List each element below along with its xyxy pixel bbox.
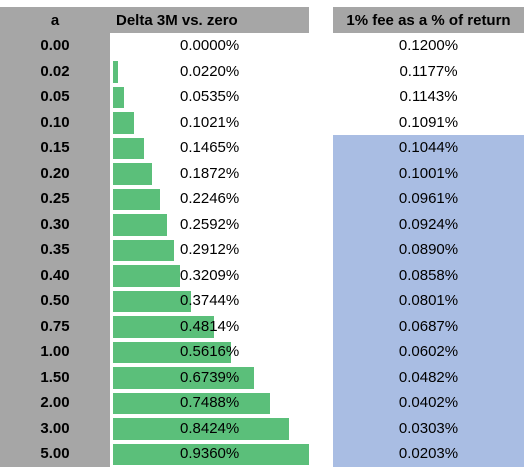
delta-databar: [113, 112, 135, 134]
fee-cell[interactable]: 0.1200%: [398, 37, 459, 55]
a-cell[interactable]: 3.00: [0, 415, 110, 441]
header-a[interactable]: a: [0, 7, 110, 33]
delta-databar: [113, 61, 118, 83]
delta-databar: [113, 214, 168, 236]
fee-cell[interactable]: 0.1044%: [333, 135, 524, 161]
delta-value[interactable]: 0.0000%: [180, 37, 240, 54]
fee-cell[interactable]: 0.0402%: [333, 390, 524, 416]
delta-databar: [113, 367, 255, 389]
a-cell[interactable]: 2.00: [0, 390, 110, 416]
a-cell[interactable]: 1.50: [0, 364, 110, 390]
a-cell[interactable]: 0.10: [0, 109, 110, 135]
a-cell[interactable]: 5.00: [0, 441, 110, 467]
fee-cell[interactable]: 0.1177%: [399, 62, 458, 80]
delta-value[interactable]: 0.6739%: [180, 368, 240, 386]
a-cell[interactable]: 0.05: [0, 84, 110, 110]
delta-value[interactable]: 0.8424%: [180, 419, 240, 437]
delta-databar: [113, 239, 174, 261]
fee-cell[interactable]: 0.0961%: [333, 186, 524, 212]
a-cell[interactable]: 0.75: [0, 313, 110, 339]
fee-cell[interactable]: 0.1143%: [399, 88, 458, 106]
delta-databar: [113, 418, 290, 440]
delta-value[interactable]: 0.2912%: [180, 241, 240, 258]
a-cell[interactable]: 0.40: [0, 262, 110, 288]
a-cell[interactable]: 0.15: [0, 135, 110, 161]
fee-cell[interactable]: 0.0482%: [333, 364, 524, 390]
delta-value[interactable]: 0.3209%: [180, 266, 240, 284]
fee-cell[interactable]: 0.0858%: [333, 262, 524, 288]
delta-value[interactable]: 0.3744%: [180, 292, 240, 309]
a-cell[interactable]: 0.02: [0, 58, 110, 84]
delta-databar: [113, 316, 214, 338]
fee-cell[interactable]: 0.0203%: [333, 441, 524, 467]
a-cell[interactable]: 0.00: [0, 33, 110, 59]
delta-value[interactable]: 0.1465%: [180, 139, 240, 156]
delta-value[interactable]: 0.2592%: [180, 215, 240, 233]
delta-value[interactable]: 0.9360%: [180, 445, 240, 462]
fee-cell[interactable]: 0.1091%: [398, 113, 459, 131]
delta-databar: [113, 265, 181, 287]
delta-value[interactable]: 0.1021%: [180, 113, 240, 131]
a-cell[interactable]: 1.00: [0, 339, 110, 365]
delta-value[interactable]: 0.1872%: [180, 164, 240, 182]
header-delta[interactable]: Delta 3M vs. zero: [110, 7, 309, 33]
a-cell[interactable]: 0.35: [0, 237, 110, 263]
delta-databar: [113, 137, 144, 159]
fee-cell[interactable]: 0.0801%: [333, 288, 524, 314]
delta-value[interactable]: 0.0220%: [180, 62, 240, 80]
delta-value[interactable]: 0.0535%: [180, 88, 240, 105]
a-cell[interactable]: 0.25: [0, 186, 110, 212]
delta-value[interactable]: 0.4814%: [180, 317, 240, 335]
delta-databar: [113, 443, 309, 465]
a-cell[interactable]: 0.50: [0, 288, 110, 314]
delta-databar: [113, 290, 192, 312]
fee-cell[interactable]: 0.0303%: [333, 415, 524, 441]
delta-databar: [113, 341, 231, 363]
header-fee[interactable]: 1% fee as a % of return: [333, 7, 524, 33]
delta-databar: [113, 392, 270, 414]
a-cell[interactable]: 0.20: [0, 160, 110, 186]
a-cell[interactable]: 0.30: [0, 211, 110, 237]
fee-cell[interactable]: 0.0687%: [333, 313, 524, 339]
delta-databar: [113, 86, 125, 108]
fee-cell[interactable]: 0.0602%: [333, 339, 524, 365]
delta-value[interactable]: 0.2246%: [180, 190, 240, 207]
fee-cell[interactable]: 0.1001%: [333, 160, 524, 186]
fee-cell[interactable]: 0.0924%: [333, 211, 524, 237]
delta-value[interactable]: 0.7488%: [180, 394, 240, 411]
delta-databar: [113, 163, 153, 185]
fee-cell[interactable]: 0.0890%: [333, 237, 524, 263]
delta-databar: [113, 188, 161, 210]
delta-value[interactable]: 0.5616%: [180, 343, 240, 360]
